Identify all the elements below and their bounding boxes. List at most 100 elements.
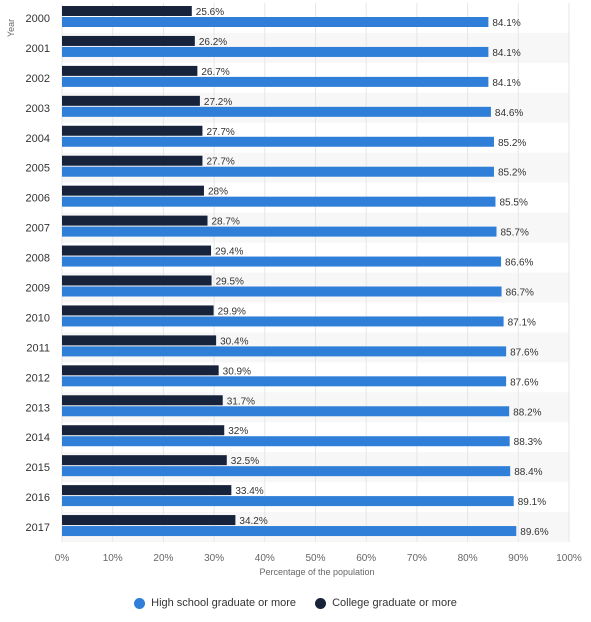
data-label-high-school: 87.6% [510,347,538,358]
data-label-high-school: 84.6% [495,108,523,119]
y-category-label: 2004 [26,133,50,145]
bar-college[interactable] [62,455,227,466]
bar-college[interactable] [62,335,217,346]
data-label-college: 27.7% [206,157,234,168]
bar-college[interactable] [62,485,232,496]
data-label-high-school: 88.4% [514,467,542,478]
legend-dot-high-school [134,597,146,609]
data-label-college: 25.6% [196,7,224,18]
bars: 25.6% 84.1% 26.2% 84.1% 26.7% 84.1% 27.2% 84.6%… [62,6,549,538]
data-label-high-school: 89.1% [518,497,546,508]
bar-high-school[interactable] [62,256,502,267]
bar-high-school[interactable] [62,346,507,357]
y-category-label: 2003 [26,103,50,115]
x-tick-label: 100% [556,553,582,564]
data-label-college: 27.7% [206,127,234,138]
bar-college[interactable] [62,365,219,376]
data-label-high-school: 86.6% [505,258,533,269]
bar-high-school[interactable] [62,436,510,447]
legend: High school graduate or more College gra… [0,597,591,612]
legend-label-college: College graduate or more [332,597,457,609]
data-label-college: 29.9% [218,306,246,317]
bar-high-school[interactable] [62,376,507,387]
y-category-label: 2010 [26,312,50,324]
bar-college[interactable] [62,515,236,526]
data-label-college: 33.4% [235,486,263,497]
data-label-high-school: 87.6% [510,377,538,388]
y-category-label: 2012 [26,372,50,384]
data-label-college: 26.7% [201,67,229,78]
bar-college[interactable] [62,155,203,166]
x-tick-label: 30% [204,553,224,564]
bar-college[interactable] [62,125,203,136]
bar-college[interactable] [62,95,200,106]
bar-high-school[interactable] [62,76,489,87]
y-category-label: 2005 [26,163,50,175]
bar-high-school[interactable] [62,136,494,147]
bar-high-school[interactable] [62,496,514,507]
bar-high-school[interactable] [62,286,502,297]
bar-college[interactable] [62,425,225,436]
bar-high-school[interactable] [62,406,510,417]
data-label-high-school: 84.1% [492,48,520,59]
y-axis-title: Year [6,19,16,37]
gridlines [61,3,570,542]
bar-high-school[interactable] [62,166,494,177]
data-label-college: 29.5% [216,277,244,288]
y-category-label: 2008 [26,253,50,265]
x-tick-label: 50% [305,553,325,564]
y-category-label: 2009 [26,282,50,294]
y-category-label: 2017 [26,522,50,534]
bar-college[interactable] [62,185,204,196]
bar-high-school[interactable] [62,106,491,117]
category-labels: 2000 2001 2002 2003 2004 2005 2006 2007 2008 2009… [26,13,50,534]
data-label-college: 28% [208,187,228,198]
x-tick-label: 10% [103,553,123,564]
data-label-high-school: 84.1% [492,78,520,89]
bar-high-school[interactable] [62,226,497,237]
data-label-high-school: 88.2% [513,407,541,418]
bar-college[interactable] [62,395,223,406]
data-label-high-school: 85.2% [498,168,526,179]
bar-chart: 25.6% 84.1% 26.2% 84.1% 26.7% 84.1% 27.2% 84.6%… [6,3,582,577]
bar-college[interactable] [62,215,208,226]
x-tick-label: 90% [508,553,528,564]
x-tick-label: 0% [55,553,70,564]
data-label-college: 31.7% [227,396,255,407]
data-label-college: 30.4% [220,336,248,347]
data-label-college: 30.9% [223,366,251,377]
data-label-college: 29.4% [215,247,243,258]
legend-dot-college [315,597,327,609]
data-label-high-school: 89.6% [520,527,548,538]
bar-college[interactable] [62,35,195,46]
bar-high-school[interactable] [62,196,496,207]
y-category-label: 2001 [26,43,50,55]
bar-high-school[interactable] [62,46,489,57]
x-tick-label: 60% [356,553,376,564]
x-tick-label: 70% [407,553,427,564]
legend-item-high-school[interactable]: High school graduate or more [134,597,296,609]
y-category-label: 2007 [26,223,50,235]
y-category-label: 2011 [26,342,50,354]
data-label-high-school: 86.7% [506,288,534,299]
bar-high-school[interactable] [62,526,517,537]
data-label-high-school: 85.5% [499,198,527,209]
bar-high-school[interactable] [62,316,504,327]
data-label-high-school: 85.7% [500,228,528,239]
bar-college[interactable] [62,65,198,76]
x-tick-labels: 0% 10% 20% 30% 40% 50% 60% 70% 80% 90% 100% [55,553,582,564]
bar-high-school[interactable] [62,17,489,27]
bar-high-school[interactable] [62,466,511,477]
y-category-label: 2002 [26,73,50,85]
data-label-college: 27.2% [204,97,232,108]
bar-college[interactable] [62,305,214,316]
bar-college[interactable] [62,6,192,16]
x-tick-label: 80% [458,553,478,564]
bar-college[interactable] [62,275,212,286]
x-tick-label: 40% [255,553,275,564]
bar-college[interactable] [62,245,212,256]
y-category-label: 2006 [26,193,50,205]
data-label-high-school: 84.1% [492,18,520,29]
data-label-college: 34.2% [239,516,267,527]
legend-item-college[interactable]: College graduate or more [315,597,457,609]
